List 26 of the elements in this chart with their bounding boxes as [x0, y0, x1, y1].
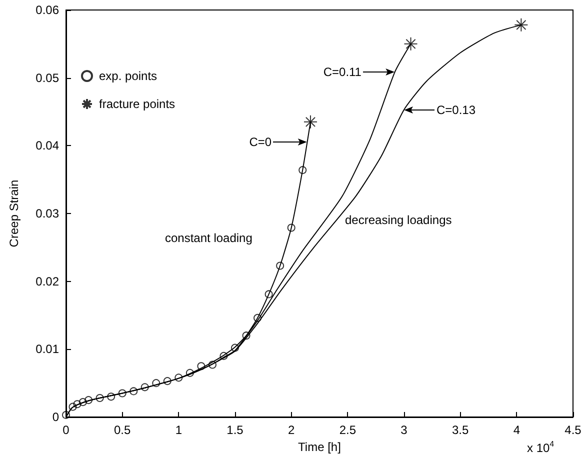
x-axis-title: Time [h] [298, 440, 341, 454]
x-tick-label: 0.5 [114, 423, 131, 437]
annotation: C=0.13 [436, 102, 476, 117]
legend-label: exp. points [99, 69, 158, 83]
y-tick-label: 0.01 [36, 342, 60, 356]
x-tick-label: 4.5 [564, 423, 582, 437]
x-tick-label: 3 [400, 423, 408, 437]
x-tick-label: 1 [175, 423, 182, 437]
x-tick-label: 0 [62, 423, 70, 437]
annotation: constant loading [165, 231, 252, 245]
y-tick-label: 0.02 [36, 274, 60, 288]
annotation: C=0 [249, 135, 272, 150]
y-tick-label: 0.05 [36, 70, 60, 85]
legend-label: fracture points [99, 97, 176, 111]
y-tick-label: 0.03 [36, 206, 60, 220]
x-tick-label: 2 [288, 423, 295, 437]
x-tick-label: 2.5 [339, 423, 356, 437]
annotation: decreasing loadings [345, 213, 452, 227]
y-tick-label: 0.04 [36, 138, 60, 153]
x-tick-label: 1.5 [226, 423, 244, 437]
y-tick-label: 0 [52, 410, 60, 424]
y-axis-title: Creep Strain [7, 180, 21, 248]
annotation: C=0.11 [323, 64, 362, 79]
x-tick-label: 3.5 [452, 423, 469, 437]
y-tick-label: 0.06 [36, 3, 60, 17]
x-tick-label: 4 [513, 423, 520, 437]
